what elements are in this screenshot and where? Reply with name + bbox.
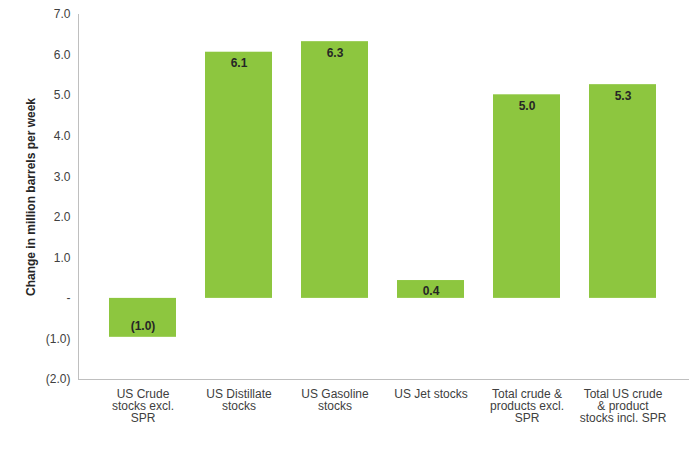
svg-text:-: - <box>67 291 71 305</box>
svg-text:7.0: 7.0 <box>54 7 71 21</box>
svg-text:Total US crude& productstocks: Total US crude& productstocks incl. SPR <box>580 387 667 425</box>
svg-text:5.0: 5.0 <box>54 88 71 102</box>
svg-text:5.3: 5.3 <box>615 89 632 103</box>
svg-text:Total crude &products excl.SPR: Total crude &products excl.SPR <box>490 387 564 425</box>
svg-text:3.0: 3.0 <box>54 170 71 184</box>
svg-text:US Distillatestocks: US Distillatestocks <box>206 387 272 413</box>
svg-text:6.0: 6.0 <box>54 48 71 62</box>
svg-text:US Jet stocks: US Jet stocks <box>394 387 467 401</box>
svg-text:Change in million barrels per: Change in million barrels per week <box>24 98 38 296</box>
svg-text:6.3: 6.3 <box>327 46 344 60</box>
svg-text:US Gasolinestocks: US Gasolinestocks <box>301 387 369 413</box>
svg-text:2.0: 2.0 <box>54 210 71 224</box>
svg-text:US Crudestocks excl.SPR: US Crudestocks excl.SPR <box>112 387 174 425</box>
svg-text:(1.0): (1.0) <box>131 319 156 333</box>
svg-text:(2.0): (2.0) <box>46 372 71 386</box>
svg-text:1.0: 1.0 <box>54 251 71 265</box>
svg-text:5.0: 5.0 <box>519 99 536 113</box>
svg-text:6.1: 6.1 <box>231 56 248 70</box>
svg-text:(1.0): (1.0) <box>46 332 71 346</box>
svg-text:4.0: 4.0 <box>54 129 71 143</box>
svg-text:0.4: 0.4 <box>423 284 440 298</box>
